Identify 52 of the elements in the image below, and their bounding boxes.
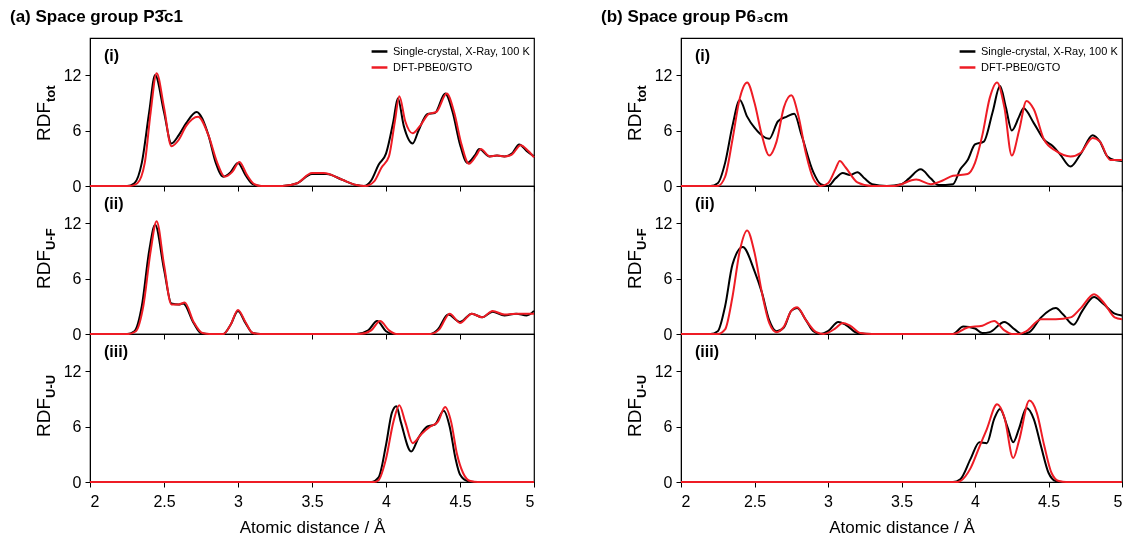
- x-tick-label: 4.5: [1037, 492, 1061, 510]
- y-tick-label: 12: [63, 362, 82, 380]
- legend-label: Single-crystal, X-Ray, 100 K: [393, 44, 531, 57]
- y-tick-label: 6: [663, 418, 673, 435]
- y-tick-label: 0: [663, 177, 673, 195]
- x-tick-label: 5: [525, 492, 535, 510]
- y-tick-label: 0: [72, 473, 82, 491]
- x-tick-label: 2.5: [153, 492, 176, 510]
- y-tick-label: 12: [654, 214, 673, 232]
- y-axis-title: RDFU-U: [33, 374, 58, 438]
- y-tick-label: 6: [663, 122, 673, 139]
- annotation: (iii): [695, 343, 719, 360]
- y-tick-label: 6: [663, 270, 673, 287]
- annotation: (i): [104, 47, 120, 64]
- chart-title: (a) Space group P3̄c1: [10, 7, 183, 26]
- annotation: (ii): [104, 195, 124, 212]
- y-tick-label: 12: [63, 214, 82, 232]
- y-tick-label: 12: [654, 362, 673, 380]
- y-axis-title: RDFU-F: [33, 228, 58, 290]
- y-axis-title: RDFU-F: [624, 228, 649, 290]
- x-tick-label: 2: [90, 492, 100, 510]
- x-tick-label: 5: [1113, 492, 1123, 510]
- y-axis-title: RDFtot: [624, 84, 649, 142]
- x-axis-title: Atomic distance / Å: [239, 517, 386, 537]
- annotation: (ii): [695, 195, 715, 212]
- legend-label: Single-crystal, X-Ray, 100 K: [981, 44, 1119, 57]
- x-tick-label: 3: [824, 492, 834, 510]
- annotation: (i): [695, 47, 711, 64]
- legend-label: DFT-PBE0/GTO: [981, 60, 1061, 73]
- y-axis-title: RDFtot: [33, 84, 58, 142]
- chart-title: (b) Space group P6₃cm: [601, 7, 789, 26]
- y-tick-label: 6: [72, 418, 82, 435]
- y-tick-label: 0: [72, 325, 82, 343]
- y-tick-label: 6: [72, 270, 82, 287]
- annotation: (iii): [104, 343, 128, 360]
- y-axis-title: RDFU-U: [624, 374, 649, 438]
- legend-label: DFT-PBE0/GTO: [393, 60, 473, 73]
- y-tick-label: 0: [663, 325, 673, 343]
- y-tick-label: 6: [72, 122, 82, 139]
- y-tick-label: 0: [663, 473, 673, 491]
- y-tick-label: 12: [654, 66, 673, 84]
- x-tick-label: 4.5: [449, 492, 472, 510]
- x-tick-label: 3.5: [301, 492, 324, 510]
- x-axis-title: Atomic distance / Å: [829, 517, 976, 537]
- x-tick-label: 2.5: [743, 492, 767, 510]
- y-tick-label: 0: [72, 177, 82, 195]
- x-tick-label: 2: [681, 492, 691, 510]
- x-tick-label: 4: [971, 492, 981, 510]
- x-tick-label: 3: [234, 492, 244, 510]
- y-tick-label: 12: [63, 66, 82, 84]
- x-tick-label: 3.5: [890, 492, 914, 510]
- x-tick-label: 4: [382, 492, 392, 510]
